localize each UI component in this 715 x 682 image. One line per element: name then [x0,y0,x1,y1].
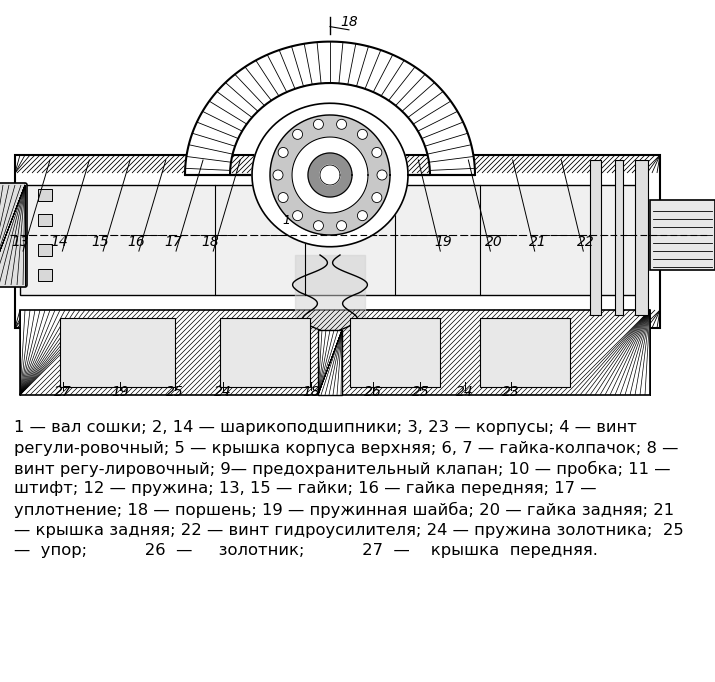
Circle shape [278,147,288,158]
Text: 20: 20 [485,235,502,249]
Text: уплотнение; 18 — поршень; 19 — пружинная шайба; 20 — гайка задняя; 21: уплотнение; 18 — поршень; 19 — пружинная… [14,502,674,518]
Text: 24: 24 [456,385,473,399]
Circle shape [372,147,382,158]
Circle shape [377,170,387,180]
Bar [635,160,648,315]
Bar [20,310,650,395]
Bar [0,185,25,285]
Text: 15: 15 [92,235,109,249]
Circle shape [337,119,347,130]
Text: регули-ровочный; 5 — крышка корпуса верхняя; 6, 7 — гайка-колпачок; 8 —: регули-ровочный; 5 — крышка корпуса верх… [14,441,679,456]
Text: 18: 18 [302,385,320,399]
Circle shape [358,130,368,139]
Bar [38,244,52,256]
Text: 25: 25 [167,385,184,399]
Text: 18: 18 [340,15,358,29]
Circle shape [278,192,288,203]
Circle shape [292,211,302,221]
Text: 16: 16 [127,235,144,249]
Bar [60,318,175,387]
Circle shape [358,211,368,221]
Text: 26: 26 [365,385,382,399]
Polygon shape [185,42,475,175]
Text: 1: 1 [282,214,290,227]
Bar [650,200,715,270]
Text: 19: 19 [435,235,452,249]
Text: 19: 19 [112,385,129,399]
Circle shape [273,170,283,180]
Bar [38,189,52,201]
Bar [15,155,660,173]
Bar [20,310,650,395]
Text: 13: 13 [11,235,29,249]
Text: — крышка задняя; 22 — винт гидроусилителя; 24 — пружина золотника;  25: — крышка задняя; 22 — винт гидроусилител… [14,522,684,537]
Circle shape [372,192,382,203]
Text: 1 — вал сошки; 2, 14 — шарикоподшипники; 3, 23 — корпусы; 4 — винт: 1 — вал сошки; 2, 14 — шарикоподшипники;… [14,420,637,435]
Polygon shape [270,115,390,235]
Text: 21: 21 [529,235,546,249]
Polygon shape [252,103,408,247]
Bar [350,318,440,387]
Text: 17: 17 [164,235,182,249]
Bar [615,160,623,315]
Text: 18: 18 [202,235,219,249]
Circle shape [313,221,323,231]
Text: 24: 24 [214,385,232,399]
Text: 22: 22 [578,235,595,249]
Polygon shape [308,153,352,197]
Bar [590,160,601,315]
Text: 27: 27 [54,385,72,399]
Polygon shape [292,137,368,213]
Circle shape [337,221,347,231]
Bar [318,330,342,395]
Polygon shape [320,165,340,185]
Bar [220,318,310,387]
Text: штифт; 12 — пружина; 13, 15 — гайки; 16 — гайка передняя; 17 —: штифт; 12 — пружина; 13, 15 — гайки; 16 … [14,481,596,496]
Circle shape [313,119,323,130]
Bar [20,185,640,295]
Bar [38,269,52,281]
Text: 14: 14 [51,235,68,249]
FancyBboxPatch shape [0,183,27,287]
Text: —  упор;           26  —     золотник;           27  —    крышка  передняя.: — упор; 26 — золотник; 27 — крышка перед… [14,543,598,558]
Bar [15,155,660,328]
Bar [15,310,660,328]
Bar [318,330,342,395]
Text: винт регу-лировочный; 9— предохранительный клапан; 10 — пробка; 11 —: винт регу-лировочный; 9— предохранительн… [14,461,671,477]
Circle shape [292,130,302,139]
Bar [480,318,570,387]
Text: 23: 23 [502,385,519,399]
Bar [38,214,52,226]
Text: 25: 25 [412,385,429,399]
